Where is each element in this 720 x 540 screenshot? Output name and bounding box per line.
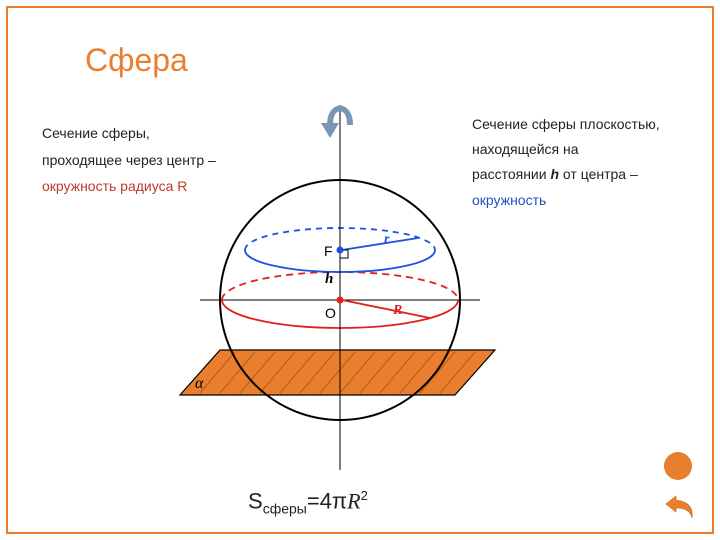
formula-sup: 2 [361, 488, 368, 503]
surface-area-formula: Sсферы=4πR2 [248, 488, 368, 517]
label-h: h [325, 271, 333, 287]
frame-left [6, 6, 8, 534]
label-r: r [384, 232, 390, 247]
frame-right [712, 6, 714, 534]
label-alpha: α [195, 375, 204, 392]
R-line [342, 300, 430, 318]
left-line1: Сечение сферы, [42, 125, 150, 141]
r-line [342, 238, 418, 250]
undo-button[interactable] [662, 494, 700, 524]
page-title: Сфера [85, 42, 188, 79]
label-R: R [392, 303, 402, 318]
rotation-arrow-icon [321, 105, 353, 138]
formula-S: S [248, 488, 263, 513]
label-O: O [325, 305, 336, 321]
formula-sub: сферы [263, 501, 307, 517]
F-dot [337, 247, 344, 254]
label-F: F [324, 243, 333, 259]
frame-bottom [6, 532, 714, 534]
right-line3b: от центра – [559, 166, 638, 182]
sphere-diagram: F O r R h α [140, 90, 520, 500]
formula-R: R [347, 488, 360, 513]
frame-top [6, 6, 714, 8]
nav-dot-icon[interactable] [664, 452, 692, 480]
center-O-dot [337, 297, 344, 304]
formula-eq: =4π [307, 488, 347, 513]
tangent-plane [180, 350, 495, 395]
right-h: h [550, 166, 559, 182]
